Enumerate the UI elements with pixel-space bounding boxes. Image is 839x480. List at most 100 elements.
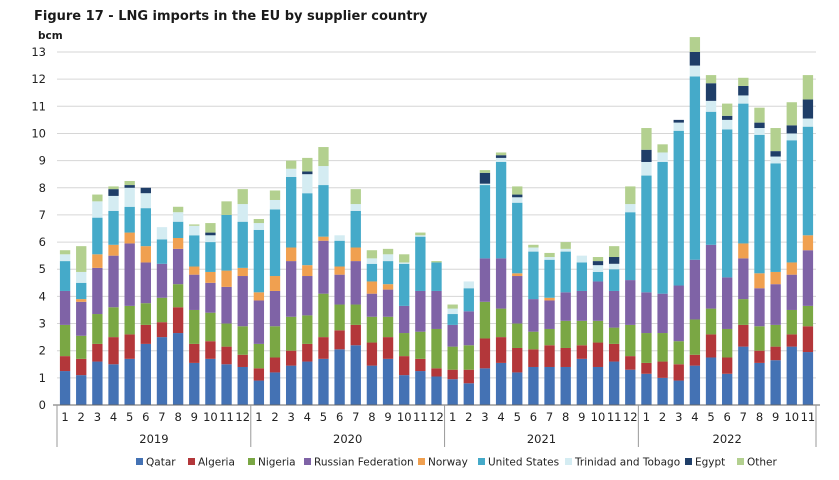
bar-segment-egypt <box>512 194 523 198</box>
bar-segment-qatar <box>285 365 297 405</box>
bar-segment-other <box>512 186 523 195</box>
bar-segment-norway <box>189 266 200 275</box>
x-tick-label: 8 <box>562 410 569 424</box>
bar-segment-other <box>528 244 539 248</box>
bar-segment-united-states <box>334 240 345 267</box>
bar-segment-nigeria <box>592 320 604 343</box>
bar-segment-norway <box>76 299 87 302</box>
bar-segment-egypt <box>689 52 701 66</box>
bar-segment-united-states <box>625 212 636 281</box>
bar-segment-egypt <box>592 261 604 266</box>
bar-stack-18 <box>334 235 345 405</box>
bar-segment-united-states <box>641 175 652 293</box>
bar-segment-other <box>415 232 426 236</box>
x-axis: 1 2 3 4 5 6 7 8 9 10 11 12 1 2 3 4 5 6 7 8 9 10 11 12 1 2 3 4 5 6 7 8 9 1… <box>53 404 820 447</box>
bar-segment-egypt <box>495 155 507 158</box>
bar-stack-42 <box>722 103 733 405</box>
bar-segment-algeria <box>479 338 491 369</box>
bar-segment-other <box>350 189 361 205</box>
bar-segment-nigeria <box>657 333 668 362</box>
bar-segment-united-states <box>237 221 248 268</box>
bar-segment-united-states <box>463 288 474 312</box>
bar-segment-trinidad-and-tobago <box>528 247 539 252</box>
bar-segment-algeria <box>705 334 717 358</box>
year-label: 2022 <box>713 432 742 446</box>
bar-segment-qatar <box>641 373 652 405</box>
legend-swatch <box>304 458 311 465</box>
bar-segment-norway <box>124 232 135 244</box>
bar-segment-russian-federation <box>172 248 184 285</box>
bar-segment-algeria <box>447 369 458 380</box>
bar-segment-algeria <box>140 324 151 344</box>
bar-segment-nigeria <box>415 331 426 359</box>
bar-segment-norway <box>318 236 329 241</box>
bar-segment-algeria <box>625 356 636 370</box>
bar-segment-united-states <box>754 134 765 274</box>
bar-segment-russian-federation <box>334 274 345 305</box>
x-tick-label: 10 <box>203 410 218 424</box>
x-tick-label: 6 <box>336 410 343 424</box>
bar-segment-algeria <box>221 346 232 365</box>
bar-stack-45 <box>770 128 781 405</box>
bar-segment-qatar <box>722 373 733 405</box>
bar-segment-qatar <box>560 366 571 405</box>
bar-segment-russian-federation <box>528 299 539 332</box>
x-tick-label: 2 <box>78 410 85 424</box>
bar-segment-qatar <box>221 364 232 405</box>
legend-item: Algeria <box>188 457 235 469</box>
x-tick-label: 10 <box>784 410 799 424</box>
bar-segment-nigeria <box>722 328 733 358</box>
bar-stack-28 <box>495 152 507 405</box>
bar-segment-egypt <box>754 122 765 129</box>
legend-label: Trinidad and Tobago <box>574 457 680 469</box>
bar-segment-trinidad-and-tobago <box>318 166 329 186</box>
bar-segment-trinidad-and-tobago <box>253 223 265 230</box>
bar-segment-russian-federation <box>366 293 378 317</box>
y-tick-label: 13 <box>31 45 46 59</box>
legend-item: Qatar <box>136 457 176 469</box>
bar-segment-nigeria <box>253 343 265 369</box>
legend-label: Egypt <box>695 457 725 469</box>
y-tick-label: 0 <box>39 398 46 412</box>
bar-segment-trinidad-and-tobago <box>382 254 394 262</box>
bar-segment-russian-federation <box>592 281 604 321</box>
bar-segment-united-states <box>285 176 297 248</box>
bar-segment-trinidad-and-tobago <box>625 204 636 213</box>
bar-segment-algeria <box>722 357 733 374</box>
bar-segment-qatar <box>334 349 345 405</box>
x-tick-label: 12 <box>623 410 638 424</box>
bar-segment-russian-federation <box>221 286 232 324</box>
bar-stack-22 <box>399 254 410 405</box>
x-tick-label: 10 <box>397 410 412 424</box>
bar-segment-qatar <box>269 372 281 405</box>
bar-segment-nigeria <box>205 312 216 342</box>
bar-segment-russian-federation <box>512 276 523 324</box>
bar-segment-egypt <box>205 232 216 236</box>
bar-segment-trinidad-and-tobago <box>76 271 87 283</box>
bar-segment-other <box>318 147 329 167</box>
bar-segment-russian-federation <box>576 290 588 321</box>
bar-segment-nigeria <box>92 314 103 344</box>
bar-segment-algeria <box>770 346 781 361</box>
bar-segment-russian-federation <box>802 250 814 306</box>
bar-segment-other <box>366 250 378 259</box>
bar-segment-russian-federation <box>302 276 313 316</box>
bar-segment-norway <box>269 276 281 291</box>
legend-swatch <box>685 458 692 465</box>
bar-segment-russian-federation <box>399 305 410 334</box>
bar-segment-other <box>641 128 652 150</box>
bar-segment-other <box>608 246 620 258</box>
bar-segment-russian-federation <box>447 324 458 347</box>
bar-segment-russian-federation <box>463 311 474 346</box>
bar-stack-6 <box>140 187 151 405</box>
bar-segment-russian-federation <box>722 277 733 329</box>
bar-segment-nigeria <box>399 333 410 357</box>
bar-segment-other <box>705 75 717 84</box>
bar-segment-trinidad-and-tobago <box>334 235 345 241</box>
bar-segment-other <box>205 223 216 233</box>
bar-segment-united-states <box>140 208 151 247</box>
bar-segment-trinidad-and-tobago <box>285 168 297 177</box>
bar-segment-united-states <box>399 263 410 306</box>
bar-segment-norway <box>738 243 749 259</box>
bar-segment-egypt <box>641 149 652 162</box>
